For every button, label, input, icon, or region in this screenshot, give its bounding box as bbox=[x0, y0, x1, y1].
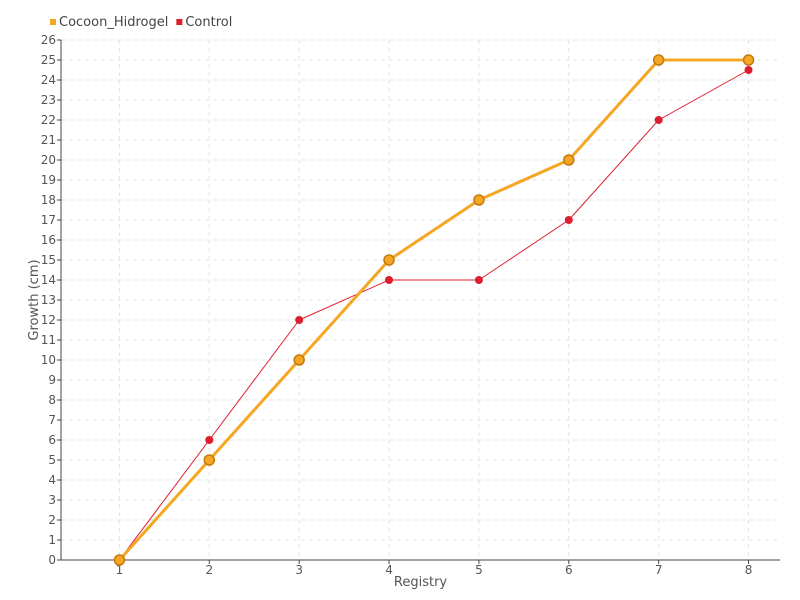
x-tick-label: 2 bbox=[205, 563, 213, 577]
legend-item: Cocoon_Hidrogel bbox=[50, 15, 168, 30]
y-axis-title: Growth (cm) bbox=[27, 259, 42, 340]
legend-label: Cocoon_Hidrogel bbox=[59, 15, 168, 30]
y-tick-label: 20 bbox=[41, 153, 56, 167]
data-point bbox=[113, 554, 126, 566]
data-point bbox=[654, 116, 663, 124]
y-tick-label: 18 bbox=[41, 193, 56, 207]
y-tick-label: 22 bbox=[41, 113, 56, 127]
legend-swatch bbox=[176, 19, 183, 25]
data-point bbox=[473, 194, 485, 206]
data-point bbox=[205, 436, 214, 444]
y-tick-label: 6 bbox=[48, 433, 56, 447]
y-tick-label: 11 bbox=[41, 333, 56, 347]
y-tick-label: 0 bbox=[48, 553, 56, 567]
legend-item: Control bbox=[176, 15, 232, 30]
data-point bbox=[385, 276, 394, 284]
axes: 0123456789101112131415161718192021222324… bbox=[41, 33, 780, 577]
x-tick-label: 6 bbox=[565, 563, 573, 577]
y-tick-label: 24 bbox=[41, 73, 56, 87]
y-tick-label: 5 bbox=[48, 453, 56, 467]
legend-label: Control bbox=[185, 15, 232, 30]
data-point bbox=[383, 254, 395, 266]
x-tick-label: 4 bbox=[385, 563, 393, 577]
y-tick-label: 21 bbox=[41, 133, 56, 147]
y-tick-label: 14 bbox=[41, 273, 56, 287]
x-tick-label: 3 bbox=[295, 563, 303, 577]
y-tick-label: 16 bbox=[41, 233, 56, 247]
series-0 bbox=[113, 54, 755, 566]
data-point bbox=[564, 216, 573, 224]
series-1 bbox=[115, 66, 753, 564]
y-tick-label: 8 bbox=[48, 393, 56, 407]
legend-swatch bbox=[50, 19, 56, 25]
data-point bbox=[293, 354, 305, 366]
y-tick-label: 15 bbox=[41, 253, 56, 267]
series-layer bbox=[113, 54, 755, 566]
data-point bbox=[203, 454, 216, 466]
data-point bbox=[652, 54, 665, 66]
data-point bbox=[742, 54, 755, 66]
x-tick-label: 7 bbox=[655, 563, 663, 577]
grid bbox=[61, 39, 780, 560]
y-tick-label: 10 bbox=[41, 353, 56, 367]
series-line bbox=[119, 69, 749, 561]
y-tick-label: 26 bbox=[41, 33, 56, 47]
x-tick-label: 1 bbox=[116, 563, 124, 577]
y-tick-label: 2 bbox=[48, 513, 56, 527]
y-tick-label: 3 bbox=[48, 493, 56, 507]
y-tick-label: 23 bbox=[41, 93, 56, 107]
y-tick-label: 7 bbox=[48, 413, 56, 427]
y-tick-label: 1 bbox=[48, 533, 56, 547]
legend: Cocoon_Hidrogel Control bbox=[50, 15, 232, 30]
data-point bbox=[295, 316, 304, 324]
y-tick-label: 13 bbox=[41, 293, 56, 307]
y-tick-label: 9 bbox=[48, 373, 56, 387]
series-line bbox=[118, 58, 749, 562]
y-tick-label: 17 bbox=[41, 213, 56, 227]
x-tick-label: 8 bbox=[745, 563, 753, 577]
data-point bbox=[474, 276, 483, 284]
x-tick-label: 5 bbox=[475, 563, 483, 577]
data-point bbox=[563, 154, 575, 166]
y-tick-label: 12 bbox=[41, 313, 56, 327]
data-point bbox=[744, 66, 753, 74]
y-tick-label: 19 bbox=[41, 173, 56, 187]
y-tick-label: 4 bbox=[48, 473, 56, 487]
y-tick-label: 25 bbox=[41, 53, 56, 67]
x-axis-title: Registry bbox=[394, 575, 448, 590]
